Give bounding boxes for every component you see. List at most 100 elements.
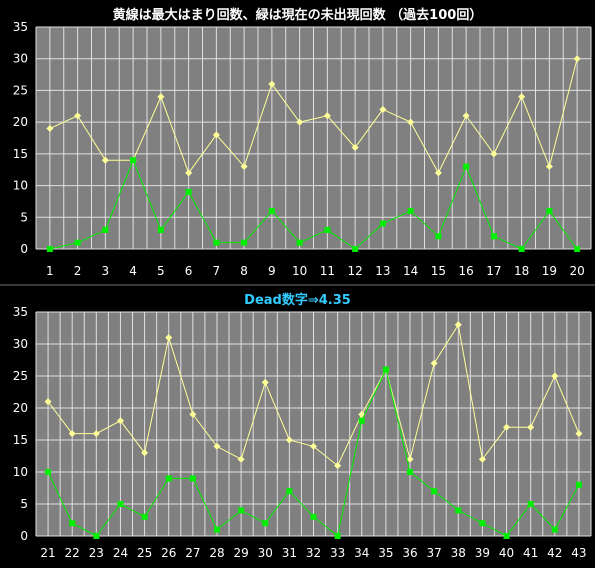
chart-2-green-point — [551, 526, 558, 533]
chart-2-x-tick-label: 34 — [354, 546, 369, 560]
chart-2-green-point — [286, 488, 293, 495]
chart-1-yellow-point — [573, 55, 581, 63]
chart-2-x-tick-label: 38 — [451, 546, 466, 560]
chart-1-x-tick-label: 14 — [403, 264, 418, 278]
chart-1-green-point — [379, 220, 386, 227]
chart-2-green-point — [262, 520, 269, 527]
chart-1-green-point — [352, 246, 359, 252]
chart-1-x-tick-label: 19 — [542, 264, 557, 278]
chart-2-green-point — [69, 520, 76, 527]
chart-2-y-tick-label: 30 — [13, 337, 28, 351]
chart-1-green-point — [213, 239, 220, 246]
chart-2-x-tick-label: 28 — [209, 546, 224, 560]
chart-2-x-tick-label: 30 — [258, 546, 273, 560]
chart-1-yellow-point — [462, 112, 470, 120]
chart-1-x-tick-label: 18 — [514, 264, 529, 278]
chart-1-x-tick-label: 10 — [292, 264, 307, 278]
chart-1-y-tick-label: 5 — [20, 210, 28, 224]
chart-2-green-point — [382, 366, 389, 373]
chart-2-yellow-point — [527, 423, 535, 431]
chart-1-yellow-point — [74, 112, 82, 120]
chart-1-y-tick-label: 20 — [13, 115, 28, 129]
chart-1-x-tick-label: 5 — [157, 264, 165, 278]
chart-1-green-point — [435, 233, 442, 240]
chart-1-x-tick-label: 15 — [431, 264, 446, 278]
chart-2-green-point — [117, 501, 124, 507]
chart-1-yellow-series-line — [49, 58, 578, 174]
chart-1-x-tick-label: 7 — [213, 264, 221, 278]
chart-1-yellow-point — [490, 150, 498, 158]
chart-2-green-point — [503, 533, 510, 539]
chart-2-yellow-point — [261, 378, 269, 386]
chart-2-y-tick-label: 25 — [13, 369, 28, 383]
chart-1-yellow-point — [46, 124, 54, 132]
chart-2-yellow-point — [165, 334, 173, 342]
chart-1-x-tick-label: 20 — [569, 264, 584, 278]
chart-2-y-tick-label: 0 — [20, 529, 28, 543]
chart-2-x-tick-label: 43 — [571, 546, 586, 560]
chart-2-x-tick-label: 27 — [185, 546, 200, 560]
chart-1-x-tick-label: 8 — [240, 264, 248, 278]
chart-2-x-tick-label: 37 — [427, 546, 442, 560]
chart-2-green-point — [479, 520, 486, 527]
chart-2-y-tick-label: 5 — [20, 497, 28, 511]
chart-2-x-tick-label: 40 — [499, 546, 514, 560]
chart-1-yellow-point — [296, 118, 304, 126]
chart-1-x-tick-label: 2 — [74, 264, 82, 278]
chart-2-green-point — [93, 533, 100, 539]
chart-2-yellow-point — [406, 455, 414, 463]
chart-1-x-tick-label: 17 — [486, 264, 501, 278]
chart-2-x-tick-label: 24 — [113, 546, 128, 560]
chart-1-green-point — [268, 207, 275, 214]
chart-1-yellow-point — [545, 163, 553, 171]
chart-2-yellow-point — [141, 449, 149, 457]
chart-2-x-tick-label: 26 — [161, 546, 176, 560]
chart-2-green-point — [189, 475, 196, 482]
chart-2-title: Dead数字⇒4.35 — [244, 293, 351, 308]
chart-2-yellow-point — [44, 398, 52, 406]
chart-1-green-point — [574, 246, 581, 252]
chart-2-green-point — [45, 469, 52, 475]
chart-1-yellow-point — [185, 169, 193, 177]
chart-2-green-point — [527, 501, 534, 507]
chart-2-yellow-point — [551, 372, 559, 380]
chart-2-yellow-point — [237, 455, 245, 463]
chart-1-yellow-point — [379, 105, 387, 113]
chart-2-green-point — [334, 533, 341, 539]
chart-1-green-point — [463, 163, 470, 170]
chart-2-x-tick-label: 36 — [402, 546, 417, 560]
chart-1-yellow-point — [407, 118, 415, 126]
chart-1-yellow-point — [101, 156, 109, 164]
chart-2-green-point — [141, 513, 148, 520]
chart-1-yellow-point — [434, 169, 442, 177]
chart-1-yellow-point — [157, 93, 165, 101]
chart-1-yellow-point — [240, 163, 248, 171]
chart-1-x-tick-label: 4 — [129, 264, 137, 278]
chart-1-green-point — [324, 226, 331, 233]
chart-2-green-point — [455, 507, 462, 514]
chart-2-x-tick-label: 33 — [330, 546, 345, 560]
chart-2-green-point — [213, 526, 220, 533]
chart-2-yellow-point — [213, 442, 221, 450]
chart-2-yellow-point — [454, 321, 462, 329]
chart-1-y-tick-label: 15 — [13, 147, 28, 161]
chart-1-y-tick-label: 35 — [13, 20, 28, 34]
chart-2-green-point — [165, 475, 172, 482]
chart-2-y-tick-label: 10 — [13, 465, 28, 479]
chart-2-green-point — [407, 469, 414, 475]
chart-1-yellow-point — [212, 131, 220, 139]
chart-1-green-point — [296, 239, 303, 246]
chart-2-yellow-point — [92, 430, 100, 438]
chart-1-x-tick-label: 11 — [320, 264, 335, 278]
chart-2-x-tick-label: 23 — [89, 546, 104, 560]
chart-1-y-tick-label: 30 — [13, 52, 28, 66]
chart-2-x-tick-label: 22 — [65, 546, 80, 560]
chart-2-y-tick-label: 15 — [13, 433, 28, 447]
chart-1-y-tick-label: 25 — [13, 83, 28, 97]
chart-1-x-tick-label: 1 — [46, 264, 54, 278]
chart-1-yellow-point — [351, 144, 359, 152]
chart-1-green-point — [102, 226, 109, 233]
chart-1-yellow-point — [268, 80, 276, 88]
